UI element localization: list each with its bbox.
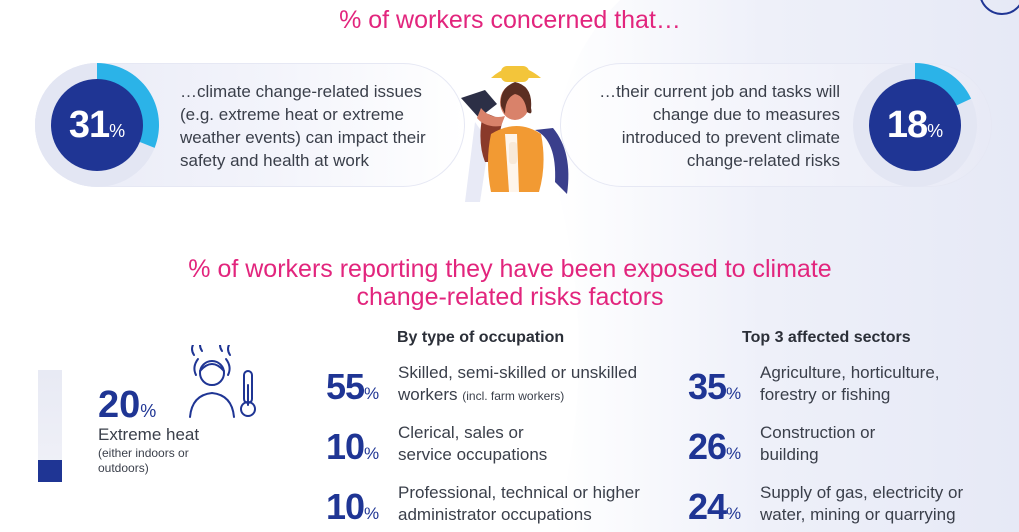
job-change-value: 18	[886, 103, 928, 146]
sector-value: 26	[688, 426, 727, 467]
job-change-concern-text: …their current job and tasks will change…	[599, 82, 840, 170]
sector-unit: %	[726, 504, 742, 523]
sector-text: Construction or	[760, 423, 876, 442]
sector-text2: water, mining or quarrying	[760, 505, 956, 524]
occupation-unit: %	[364, 504, 380, 523]
occupation-unit: %	[364, 384, 380, 403]
sectors-title: Top 3 affected sectors	[742, 329, 911, 346]
occupation-text: Skilled, semi-skilled or unskilled	[398, 363, 638, 382]
heat-level-fill	[38, 459, 62, 482]
occupation-text2: service occupations	[398, 445, 548, 464]
occupation-text2: administrator occupations	[398, 505, 592, 524]
occupation-value: 10	[326, 426, 365, 467]
sector-unit: %	[726, 384, 742, 403]
occupation-note: (incl. farm workers)	[462, 389, 565, 403]
occupation-value: 55	[326, 366, 365, 407]
safety-unit: %	[109, 120, 126, 141]
occupation-text2: workers	[398, 385, 458, 404]
donut-job-change: 18%	[853, 63, 977, 187]
occupation-text: Clerical, sales or	[398, 423, 524, 442]
heat-sublabel: (either indoors or outdoors)	[98, 446, 189, 475]
sector-text2: building	[760, 445, 819, 464]
donut-safety: 31%	[35, 63, 159, 187]
occupation-unit: %	[364, 444, 380, 463]
occupation-title: By type of occupation	[397, 329, 565, 346]
heat-level-bar	[38, 370, 62, 482]
sector-text2: forestry or fishing	[760, 385, 891, 404]
sector-text: Agriculture, horticulture,	[760, 363, 940, 382]
heat-value: 20	[98, 384, 141, 426]
sector-text: Supply of gas, electricity or	[760, 483, 964, 502]
top-headline: % of workers concerned that…	[339, 6, 681, 34]
worker-with-hat-wiping-face-icon	[461, 66, 569, 202]
job-change-unit: %	[927, 120, 944, 141]
sector-value: 35	[688, 366, 727, 407]
heat-value-block: 20%	[98, 384, 156, 427]
sector-unit: %	[726, 444, 742, 463]
safety-concern-text: …climate change-related issues (e.g. ext…	[180, 82, 426, 170]
occupation-text: Professional, technical or higher	[398, 483, 640, 502]
exposure-headline: % of workers reporting they have been ex…	[188, 255, 832, 311]
heat-unit: %	[140, 401, 157, 421]
safety-value: 31	[68, 103, 110, 146]
sector-value: 24	[688, 486, 727, 527]
occupation-value: 10	[326, 486, 365, 527]
heat-label: Extreme heat	[98, 425, 200, 444]
hot-person-thermometer-icon	[189, 345, 256, 418]
